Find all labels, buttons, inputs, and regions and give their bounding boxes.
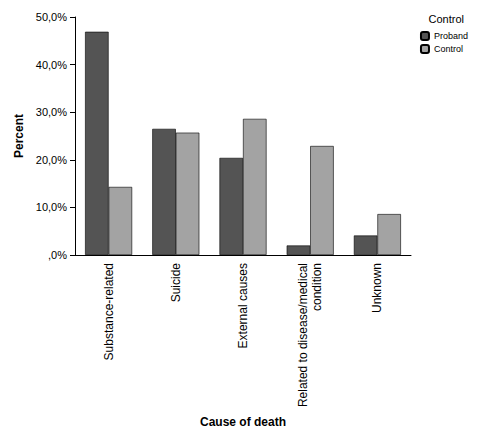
svg-text:10,0%: 10,0%	[36, 201, 67, 213]
svg-text:50,0%: 50,0%	[36, 11, 67, 23]
svg-text:30,0%: 30,0%	[36, 106, 67, 118]
svg-text:Suicide: Suicide	[169, 263, 183, 303]
svg-text:Related to disease/medical: Related to disease/medical	[296, 263, 310, 407]
svg-text:Percent: Percent	[12, 114, 26, 158]
svg-text:Proband: Proband	[434, 31, 468, 41]
svg-text:Control: Control	[429, 13, 464, 25]
svg-text:Control: Control	[434, 44, 463, 54]
svg-text:condition: condition	[310, 263, 324, 314]
svg-text:External causes: External causes	[236, 263, 250, 348]
svg-text:Cause of death: Cause of death	[200, 415, 286, 429]
svg-text:Unknown: Unknown	[370, 263, 384, 313]
svg-text:20,0%: 20,0%	[36, 154, 67, 166]
svg-text:Substance-related: Substance-related	[102, 263, 116, 360]
svg-text:,0%: ,0%	[48, 249, 67, 261]
svg-text:40,0%: 40,0%	[36, 59, 67, 71]
